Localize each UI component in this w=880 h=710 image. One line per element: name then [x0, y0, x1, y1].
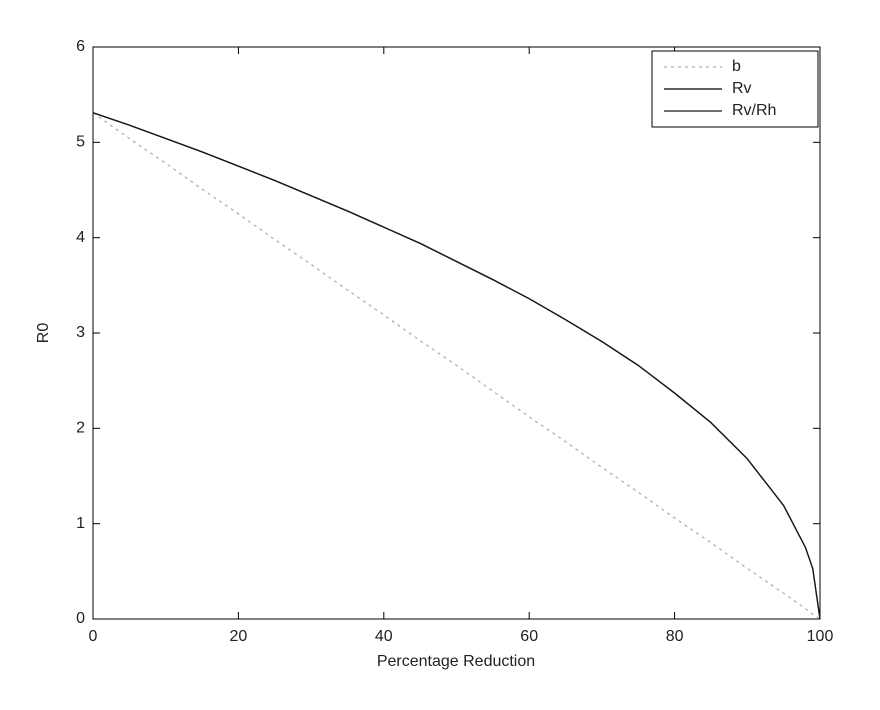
series-line — [92, 112, 821, 620]
plot-area — [92, 46, 821, 620]
y-tick-label: 5 — [76, 134, 85, 151]
x-axis-label: Percentage Reduction — [377, 653, 535, 670]
legend-label: Rv — [732, 80, 752, 97]
x-tick-label: 0 — [89, 628, 98, 645]
x-tick-label: 20 — [230, 628, 248, 645]
x-tick-label: 40 — [375, 628, 393, 645]
legend-label: b — [732, 58, 741, 75]
y-tick-label: 1 — [76, 515, 85, 532]
x-tick-label: 100 — [807, 628, 834, 645]
x-tick-label: 80 — [666, 628, 684, 645]
y-tick-label: 4 — [76, 229, 85, 246]
legend-label: Rv/Rh — [732, 102, 776, 119]
series-line — [92, 112, 821, 620]
y-tick-label: 2 — [76, 420, 85, 437]
y-axis-label: R0 — [35, 323, 52, 344]
y-tick-label: 6 — [76, 38, 85, 55]
x-tick-label: 60 — [520, 628, 538, 645]
y-tick-label: 3 — [76, 324, 85, 341]
y-tick-label: 0 — [76, 610, 85, 627]
